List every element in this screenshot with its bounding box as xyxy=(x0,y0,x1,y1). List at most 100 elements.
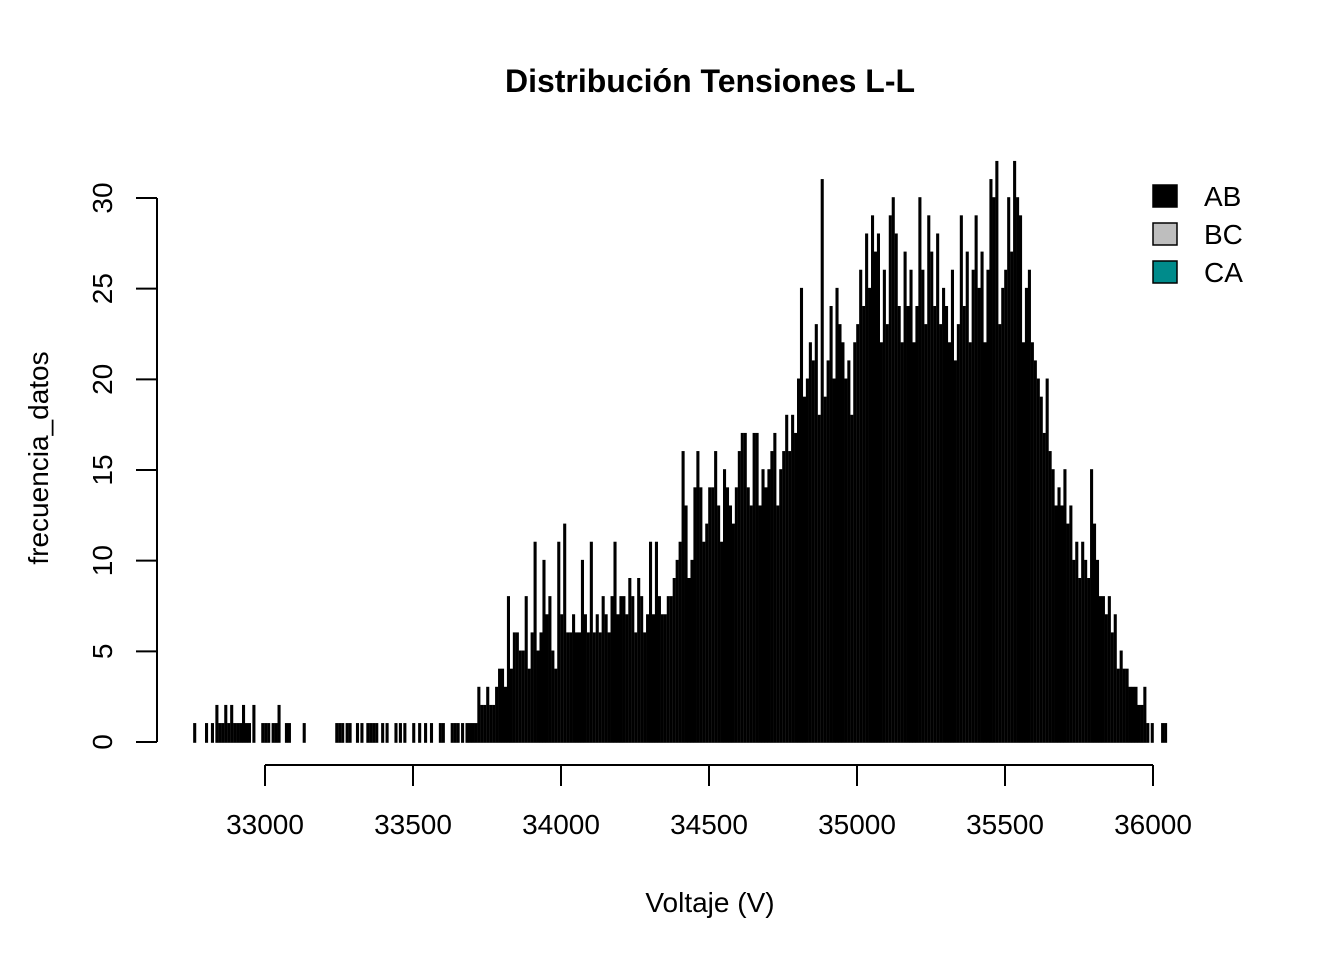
histogram-bar xyxy=(1018,215,1023,743)
histogram-bar xyxy=(503,686,508,743)
histogram-bar xyxy=(480,704,484,743)
histogram-bar xyxy=(1057,487,1061,743)
histogram-bar xyxy=(302,723,306,743)
histogram-bar xyxy=(398,723,402,743)
histogram-bar xyxy=(882,269,886,743)
histogram-bar xyxy=(844,378,848,743)
histogram-bar xyxy=(654,541,658,743)
histogram-bar xyxy=(539,632,543,743)
histogram-bar xyxy=(1164,723,1168,743)
histogram-bar xyxy=(865,233,869,743)
histogram-bar xyxy=(669,596,673,743)
histogram-bar xyxy=(693,487,697,743)
histogram-bar xyxy=(785,414,789,743)
histogram-bar xyxy=(1030,342,1034,743)
histogram-bar xyxy=(489,704,493,743)
histogram-bar xyxy=(1060,505,1064,743)
histogram-bar xyxy=(1054,505,1058,743)
histogram-bar xyxy=(897,305,901,743)
histogram-bar xyxy=(767,469,771,743)
histogram-bar xyxy=(856,324,860,743)
histogram-bar xyxy=(244,723,249,743)
histogram-bar xyxy=(1146,723,1150,743)
histogram-bar xyxy=(348,723,352,743)
histogram-bar xyxy=(450,723,454,743)
x-tick-label: 36000 xyxy=(1114,809,1192,840)
histogram-bar xyxy=(906,305,910,743)
legend-label: BC xyxy=(1204,219,1243,250)
histogram-bar xyxy=(412,723,416,743)
histogram-bar xyxy=(971,269,975,743)
histogram-bar xyxy=(468,723,472,743)
histogram-bar xyxy=(477,686,481,743)
histogram-bar xyxy=(554,668,558,743)
histogram-bar xyxy=(1063,469,1067,743)
histogram-bar xyxy=(424,723,428,743)
histogram-bar xyxy=(486,686,490,743)
histogram-bar xyxy=(912,342,916,743)
histogram-bar xyxy=(1090,469,1094,743)
histogram-bar xyxy=(521,650,525,743)
histogram-bar xyxy=(210,723,215,743)
histogram-bar xyxy=(267,723,271,743)
histogram-bar xyxy=(453,723,457,743)
histogram-bar xyxy=(372,723,376,743)
histogram-bar xyxy=(1051,469,1055,743)
histogram-bar xyxy=(714,451,718,743)
histogram-bar xyxy=(580,559,584,743)
histogram-bar xyxy=(574,632,579,743)
histogram-bar xyxy=(1024,287,1028,743)
histogram-bar xyxy=(651,614,656,743)
x-axis-label: Voltaje (V) xyxy=(645,887,774,918)
histogram-bar xyxy=(796,378,801,743)
histogram-bar xyxy=(1125,668,1129,743)
histogram-bar xyxy=(233,723,237,743)
histogram-bar xyxy=(879,342,883,743)
histogram-bar xyxy=(1137,704,1141,743)
histogram-bar xyxy=(681,451,685,743)
histogram-bar xyxy=(1066,523,1070,743)
histogram-bar xyxy=(1013,160,1017,743)
histogram-bar xyxy=(761,469,765,743)
histogram-bar xyxy=(360,723,364,743)
histogram-bar xyxy=(506,596,511,743)
legend-swatch xyxy=(1152,184,1178,208)
histogram-bar xyxy=(518,650,522,743)
histogram-bar xyxy=(1110,632,1114,743)
histogram-bar xyxy=(805,378,809,743)
histogram-bar xyxy=(746,487,750,743)
legend-swatch xyxy=(1152,222,1178,246)
histogram-bar xyxy=(1128,686,1132,743)
histogram-bar xyxy=(1048,451,1052,743)
histogram-bar xyxy=(619,596,623,743)
histogram-bar xyxy=(236,723,240,743)
histogram-bar xyxy=(1010,251,1014,743)
histogram-bar xyxy=(924,324,928,743)
histogram-bar xyxy=(992,197,996,743)
histogram-bar xyxy=(1093,523,1097,743)
histogram-bar xyxy=(1036,378,1040,743)
histogram-bar xyxy=(1016,197,1020,743)
histogram-bar xyxy=(820,179,824,743)
histogram-bar xyxy=(1095,559,1100,743)
y-tick-label: 25 xyxy=(87,273,118,304)
histogram-bar xyxy=(572,614,576,743)
x-axis: 33000 33500 34000 34500 35000 35500 36000 xyxy=(226,764,1192,840)
y-tick-label: 0 xyxy=(87,734,118,750)
histogram-bar xyxy=(274,723,278,743)
histogram-bar xyxy=(808,342,812,743)
histogram-bar xyxy=(403,723,407,743)
histogram-bar xyxy=(770,451,774,743)
histogram-bar xyxy=(758,505,762,743)
histogram-bar xyxy=(287,723,291,743)
histogram-bar xyxy=(418,723,422,743)
legend-label: CA xyxy=(1204,257,1243,288)
histogram-bar xyxy=(794,432,798,743)
histogram-bar xyxy=(983,342,987,743)
histogram-bar xyxy=(814,324,818,743)
histogram-bar xyxy=(779,469,783,743)
legend-label: AB xyxy=(1204,181,1241,212)
histogram-bar xyxy=(1027,269,1031,743)
histogram-bar xyxy=(218,723,222,743)
histogram-bar xyxy=(743,432,747,743)
